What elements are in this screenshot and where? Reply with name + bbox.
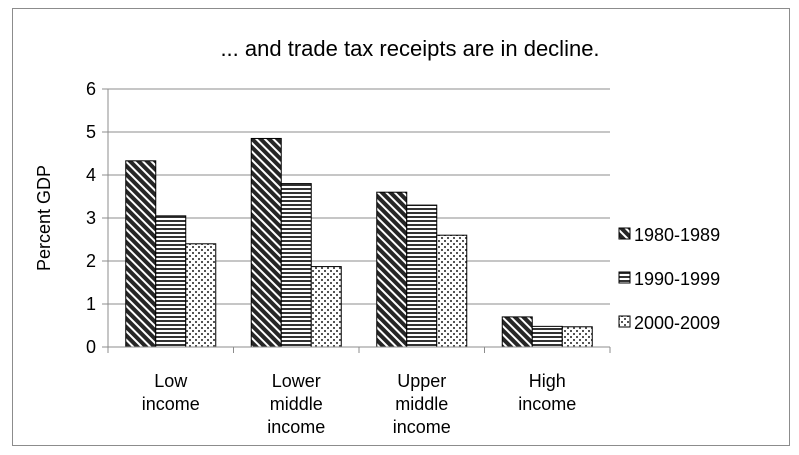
bar-2000-2009 [436, 234, 468, 348]
y-axis-label: Percent GDP [34, 165, 54, 271]
x-category-label: Low income [142, 371, 200, 414]
axes [107, 89, 611, 353]
bar-1990-1999 [280, 183, 312, 348]
y-tick-label: 1 [86, 294, 96, 314]
bar-2000-2009 [310, 266, 342, 348]
legend-swatch [618, 271, 631, 284]
bar-1990-1999 [406, 204, 438, 348]
bar-2000-2009 [561, 326, 593, 348]
legend: 1980-1989 1990-1999 2000-2009 [618, 225, 720, 333]
bar-1990-1999 [531, 325, 563, 348]
bar-1980-1989 [250, 137, 282, 348]
legend-label: 2000-2009 [634, 313, 720, 333]
x-category-label: Upper middle income [393, 371, 451, 437]
bars [125, 137, 593, 348]
bar-1980-1989 [501, 316, 533, 348]
y-tick-label: 3 [86, 208, 96, 228]
y-tick-label: 4 [86, 165, 96, 185]
y-tick-label: 5 [86, 122, 96, 142]
legend-swatch [618, 315, 631, 328]
legend-label: 1980-1989 [634, 225, 720, 245]
chart-title: ... and trade tax receipts are in declin… [220, 36, 599, 61]
y-tick-label: 0 [86, 337, 96, 357]
bar-1980-1989 [125, 160, 157, 348]
y-tick-label: 6 [86, 79, 96, 99]
bar-1990-1999 [155, 215, 187, 348]
legend-swatch [618, 227, 631, 240]
y-tick-label: 2 [86, 251, 96, 271]
y-axis-ticks: 0 1 2 3 4 5 6 [86, 79, 108, 357]
x-category-label: Lower middle income [267, 371, 325, 437]
x-category-label: High income [518, 371, 576, 414]
bar-1980-1989 [376, 191, 408, 348]
bar-2000-2009 [185, 243, 217, 348]
category-labels: Low income Lower middle income Upper middle inc… [142, 371, 577, 437]
legend-label: 1990-1999 [634, 269, 720, 289]
